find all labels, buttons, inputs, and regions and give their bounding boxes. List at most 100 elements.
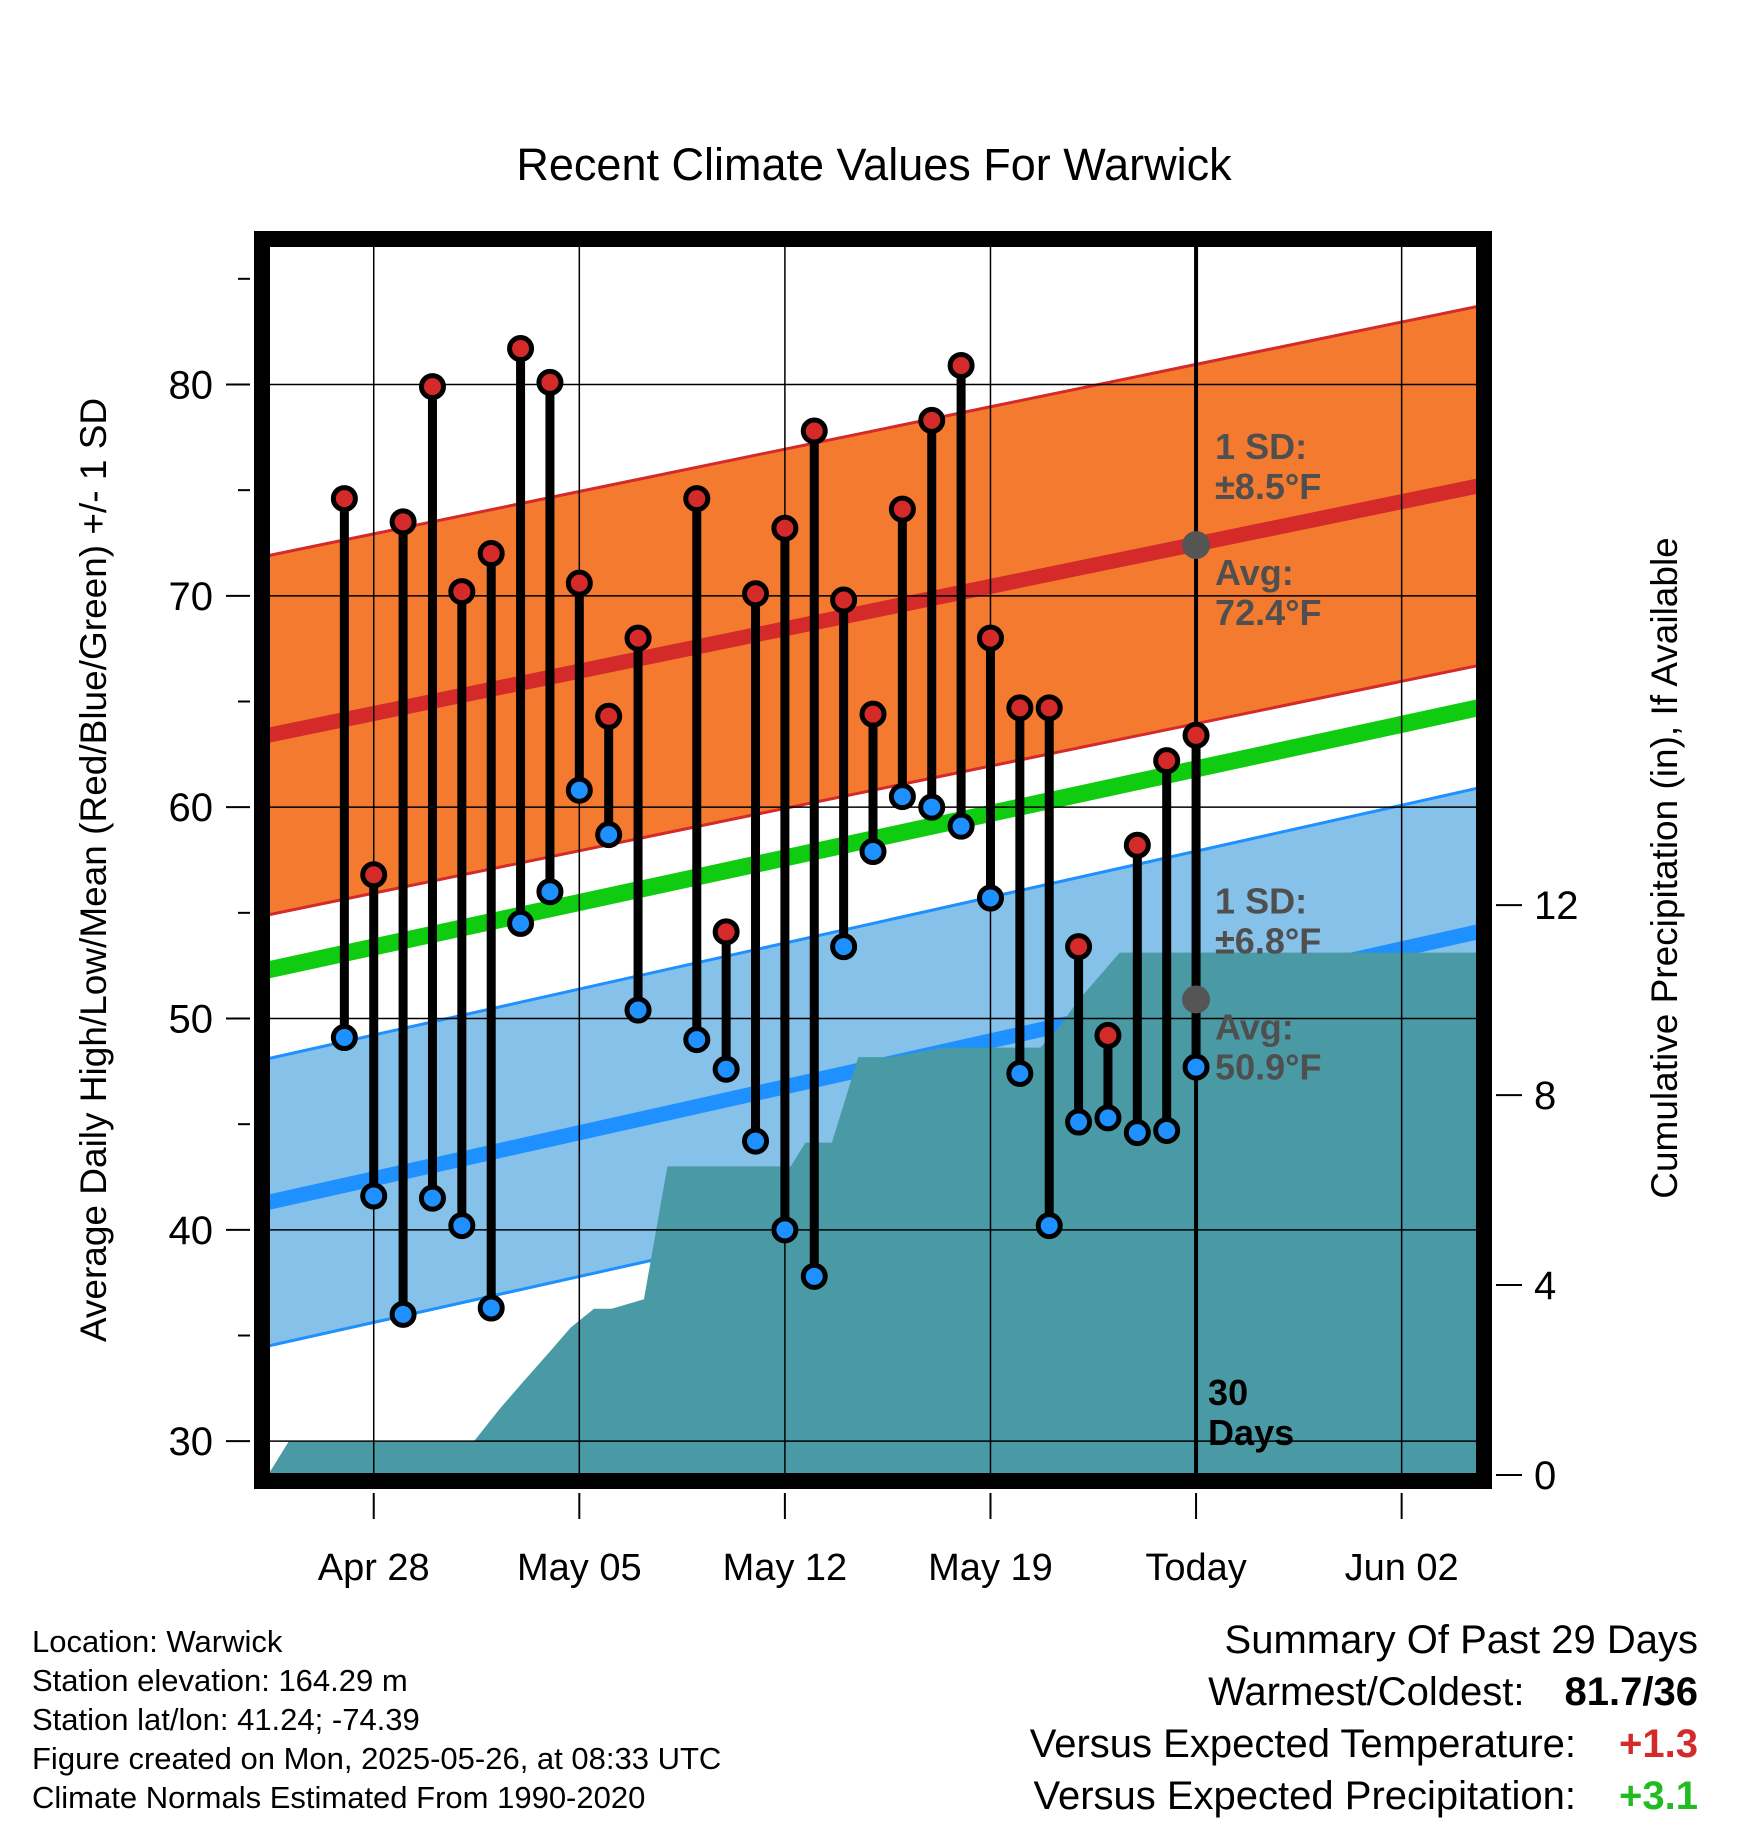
daily-high-point	[1035, 694, 1063, 722]
low-avg-annotation-0: Avg:	[1215, 1006, 1294, 1047]
daily-low-point	[1065, 1108, 1093, 1136]
daily-low-point	[947, 812, 975, 840]
y2-axis-label: Cumulative Precipitation (in), If Availa…	[1644, 537, 1685, 1199]
x-tick-label: Today	[1145, 1547, 1246, 1589]
daily-low-point	[418, 1184, 446, 1212]
footer-latlon: Station lat/lon: 41.24; -74.39	[32, 1702, 420, 1737]
warm-cold-label: Warmest/Coldest:	[1208, 1670, 1525, 1714]
daily-low-point	[565, 776, 593, 804]
y2-tick-label: 4	[1534, 1264, 1556, 1308]
chart-title: Recent Climate Values For Warwick	[516, 139, 1232, 190]
y2-tick-label: 0	[1534, 1454, 1556, 1498]
daily-high-point	[389, 508, 417, 536]
climate-chart: Recent Climate Values For Warwick 1 SD:±…	[73, 139, 1685, 1589]
daily-low-point	[389, 1300, 417, 1328]
daily-high-point	[976, 624, 1004, 652]
daily-low-point	[477, 1294, 505, 1322]
daily-high-point	[683, 485, 711, 513]
y-tick-label: 80	[169, 363, 214, 407]
daily-low-point	[888, 783, 916, 811]
daily-high-point	[888, 495, 916, 523]
daily-high-point	[360, 861, 388, 889]
x-tick-label: Jun 02	[1345, 1547, 1459, 1589]
precip-departure-label: Versus Expected Precipitation:	[1033, 1774, 1576, 1818]
daily-high-point	[1182, 721, 1210, 749]
daily-low-point	[330, 1024, 358, 1052]
daily-low-point	[712, 1055, 740, 1083]
footer-normals: Climate Normals Estimated From 1990-2020	[32, 1780, 646, 1815]
daily-high-point	[448, 578, 476, 606]
y2-tick-label: 12	[1534, 884, 1579, 928]
daily-high-point	[330, 485, 358, 513]
x-tick-label: May 12	[723, 1547, 848, 1589]
normal-low-upper-line	[268, 786, 1478, 1061]
daily-high-point	[418, 373, 446, 401]
daily-low-point	[536, 878, 564, 906]
y2-tick-label: 8	[1534, 1074, 1556, 1118]
daily-high-point	[918, 406, 946, 434]
normal-high-avg-line	[268, 478, 1478, 743]
daily-high-point	[536, 368, 564, 396]
y-axis-label: Average Daily High/Low/Mean (Red/Blue/Gr…	[73, 398, 114, 1342]
normal-high-upper-line	[268, 304, 1478, 558]
daily-high-point	[1094, 1021, 1122, 1049]
station-info: Location: Warwick Station elevation: 164…	[32, 1622, 721, 1817]
daily-high-point	[595, 702, 623, 730]
low-avg-annotation-1: 50.9°F	[1215, 1046, 1321, 1087]
daily-high-point	[1065, 933, 1093, 961]
daily-high-point	[565, 569, 593, 597]
plot-inner	[268, 245, 1478, 1475]
x-tick-label: Apr 28	[318, 1547, 430, 1589]
daily-high-point	[800, 417, 828, 445]
daily-high-point	[947, 351, 975, 379]
daily-high-point	[830, 586, 858, 614]
daily-low-point	[507, 909, 535, 937]
high-sd-annotation-0: 1 SD:	[1215, 426, 1307, 467]
daily-low-point	[771, 1216, 799, 1244]
daily-low-point	[1153, 1117, 1181, 1145]
daily-low-point	[360, 1182, 388, 1210]
today-high-avg-marker	[1182, 531, 1211, 560]
y-tick-label: 40	[169, 1209, 214, 1253]
footer-elevation: Station elevation: 164.29 m	[32, 1663, 408, 1698]
footer-location: Location: Warwick	[32, 1624, 283, 1659]
daily-low-point	[1182, 1053, 1210, 1081]
daily-low-point	[1035, 1212, 1063, 1240]
high-avg-annotation-1: 72.4°F	[1215, 592, 1321, 633]
low-sd-annotation-0: 1 SD:	[1215, 880, 1307, 921]
daily-low-point	[624, 996, 652, 1024]
y-tick-label: 70	[169, 575, 214, 619]
daily-low-point	[1123, 1119, 1151, 1147]
daily-high-point	[712, 918, 740, 946]
high-avg-annotation-0: Avg:	[1215, 552, 1294, 593]
daily-low-point	[918, 793, 946, 821]
daily-high-point	[477, 540, 505, 568]
daily-high-point	[1123, 831, 1151, 859]
high-sd-annotation-1: ±8.5°F	[1215, 466, 1321, 507]
daily-high-point	[742, 580, 770, 608]
daily-low-point	[976, 884, 1004, 912]
daily-high-point	[771, 514, 799, 542]
daily-low-point	[742, 1127, 770, 1155]
daily-low-point	[683, 1026, 711, 1054]
warm-cold-value: 81.7/36	[1564, 1670, 1698, 1714]
daily-low-point	[595, 821, 623, 849]
today-days-label-0: 30	[1208, 1372, 1248, 1413]
daily-low-point	[859, 838, 887, 866]
daily-high-point	[1153, 747, 1181, 775]
x-tick-label: May 05	[517, 1547, 642, 1589]
daily-high-point	[859, 700, 887, 728]
daily-high-point	[1006, 694, 1034, 722]
daily-low-point	[448, 1212, 476, 1240]
today-low-avg-marker	[1182, 985, 1211, 1014]
temp-departure-label: Versus Expected Temperature:	[1029, 1722, 1576, 1766]
cumulative-precip-area	[268, 952, 1478, 1475]
footer-created: Figure created on Mon, 2025-05-26, at 08…	[32, 1741, 722, 1776]
precip-departure-value: +3.1	[1619, 1774, 1698, 1818]
today-days-label-1: Days	[1208, 1412, 1294, 1453]
temp-departure-value: +1.3	[1619, 1722, 1698, 1766]
x-tick-label: May 19	[928, 1547, 1053, 1589]
y-tick-label: 60	[169, 786, 214, 830]
daily-low-point	[800, 1262, 828, 1290]
